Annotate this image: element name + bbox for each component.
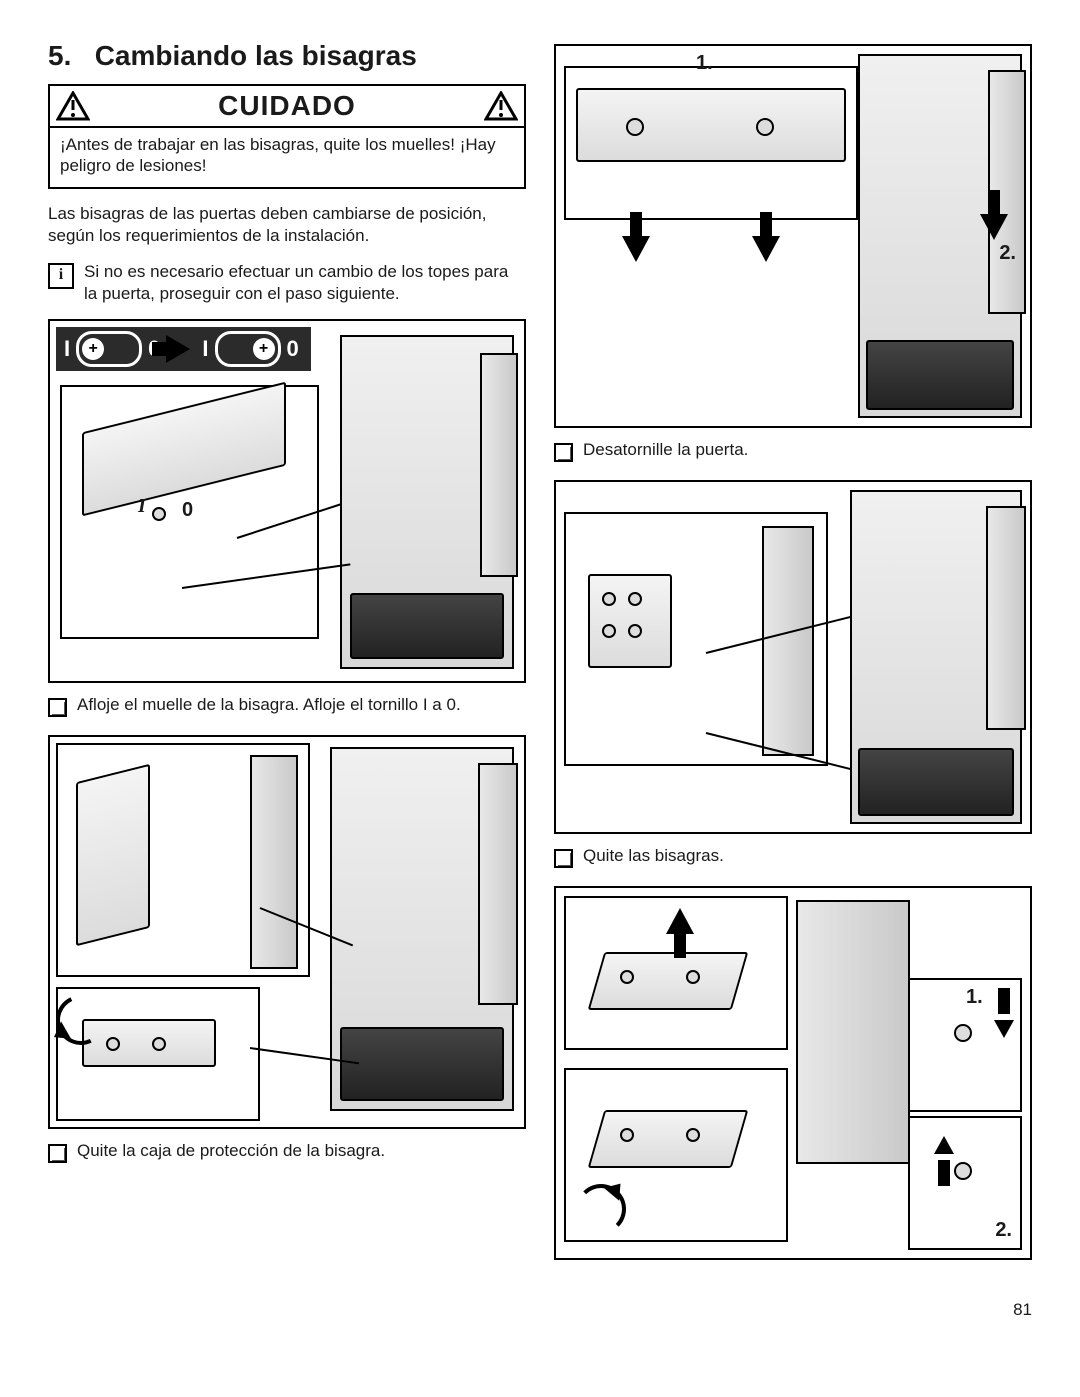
switch-from-label: I <box>202 336 208 362</box>
page-number: 81 <box>554 1300 1032 1320</box>
arrow-right-icon <box>166 335 190 363</box>
figure-caption: Quite las bisagras. <box>554 846 1032 868</box>
section-heading: 5. Cambiando las bisagras <box>48 40 526 72</box>
info-note-text: Si no es necesario efectuar un cambio de… <box>84 261 526 305</box>
figure-loosen-hinge-spring: I + 0 I + 0 I 0 <box>48 319 526 683</box>
figure-caption: Afloje el muelle de la bisagra. Afloje e… <box>48 695 526 717</box>
step-label: 1. <box>696 52 713 75</box>
step-label: 2. <box>999 242 1016 265</box>
figure-remove-hinge-cover <box>48 735 526 1129</box>
switch-to-label: 0 <box>287 336 299 362</box>
left-column: 5. Cambiando las bisagras CUIDADO ¡Antes… <box>48 40 526 1260</box>
info-note-row: i Si no es necesario efectuar un cambio … <box>48 261 526 305</box>
arrow-up-icon <box>666 908 694 934</box>
checkbox-icon <box>554 849 573 868</box>
warning-triangle-icon <box>56 91 90 121</box>
step-label: 1. <box>966 986 983 1009</box>
arrow-down-icon <box>994 1020 1014 1038</box>
section-title-text: Cambiando las bisagras <box>95 40 417 71</box>
caption-text: Quite la caja de protección de la bisagr… <box>77 1141 385 1161</box>
intro-paragraph: Las bisagras de las puertas deben cambia… <box>48 203 526 247</box>
step-label: 2. <box>995 1219 1012 1242</box>
checkbox-icon <box>48 698 67 717</box>
warning-label: CUIDADO <box>90 90 484 122</box>
figure-unscrew-door-detail <box>554 480 1032 834</box>
info-icon: i <box>48 263 74 289</box>
caption-text: Desatornille la puerta. <box>583 440 748 460</box>
rotate-arrow-icon <box>576 1184 626 1234</box>
switch-diagram: I + 0 I + 0 <box>56 327 311 371</box>
page-grid: 5. Cambiando las bisagras CUIDADO ¡Antes… <box>48 40 1032 1320</box>
arrow-down-icon <box>980 214 1008 240</box>
right-column: 1. 2. Desatornille la puerta. <box>554 40 1032 1260</box>
section-number: 5. <box>48 40 71 71</box>
figure-unscrew-door-top: 1. 2. <box>554 44 1032 428</box>
arrow-up-icon <box>934 1136 954 1154</box>
warning-text: ¡Antes de trabajar en las bisagras, quit… <box>48 128 526 189</box>
figure-remove-hinges: 1. 2. <box>554 886 1032 1260</box>
warning-triangle-icon <box>484 91 518 121</box>
warning-banner: CUIDADO <box>48 84 526 128</box>
arrow-down-icon <box>622 236 650 262</box>
arrow-down-icon <box>752 236 780 262</box>
checkbox-icon <box>554 443 573 462</box>
caption-text: Afloje el muelle de la bisagra. Afloje e… <box>77 695 461 715</box>
switch-from-label: I <box>64 336 70 362</box>
figure-caption: Quite la caja de protección de la bisagr… <box>48 1141 526 1163</box>
checkbox-icon <box>48 1144 67 1163</box>
caption-text: Quite las bisagras. <box>583 846 724 866</box>
figure-caption: Desatornille la puerta. <box>554 440 1032 462</box>
